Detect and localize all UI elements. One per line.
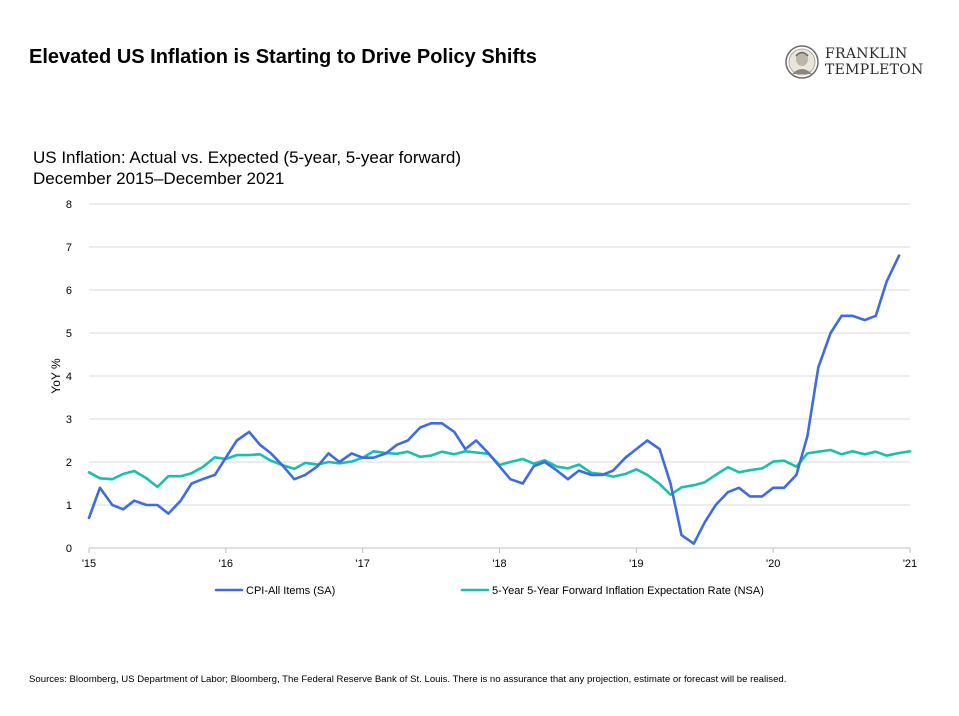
sources-footnote: Sources: Bloomberg, US Department of Lab… — [29, 674, 787, 685]
y-tick-label: 8 — [66, 199, 72, 211]
logo-line-1: FRANKLIN — [825, 46, 908, 62]
chart-subtitle: US Inflation: Actual vs. Expected (5-yea… — [33, 147, 461, 189]
franklin-portrait-icon — [785, 45, 819, 79]
y-tick-label: 7 — [66, 242, 72, 254]
y-tick-label: 5 — [66, 328, 72, 340]
y-tick-label: 3 — [66, 414, 72, 426]
legend-expectation-label: 5-Year 5-Year Forward Inflation Expectat… — [492, 585, 764, 597]
x-tick-label: '21 — [903, 558, 917, 570]
franklin-templeton-logo: FRANKLIN TEMPLETON — [784, 44, 934, 80]
x-tick-label: '17 — [355, 558, 369, 570]
x-tick-label: '19 — [629, 558, 643, 570]
x-tick-label: '15 — [82, 558, 96, 570]
y-tick-label: 2 — [66, 457, 72, 469]
cpi-series-line — [87, 254, 901, 546]
logo-line-2: TEMPLETON — [825, 62, 924, 78]
page-title: Elevated US Inflation is Starting to Dri… — [29, 46, 537, 68]
x-tick-label: '18 — [492, 558, 506, 570]
x-tick-label: '20 — [766, 558, 780, 570]
y-tick-label: 4 — [66, 371, 72, 383]
y-tick-label: 0 — [66, 543, 72, 555]
chart-subtitle-line-1: US Inflation: Actual vs. Expected (5-yea… — [33, 148, 462, 167]
y-axis-title: YoY % — [49, 358, 63, 394]
y-tick-label: 1 — [66, 500, 72, 512]
chart-subtitle-line-2: December 2015–December 2021 — [33, 169, 285, 188]
y-tick-label: 6 — [66, 285, 72, 297]
legend-cpi-label: CPI-All Items (SA) — [246, 585, 335, 597]
expectation-series-line — [87, 448, 912, 497]
x-tick-label: '16 — [219, 558, 233, 570]
